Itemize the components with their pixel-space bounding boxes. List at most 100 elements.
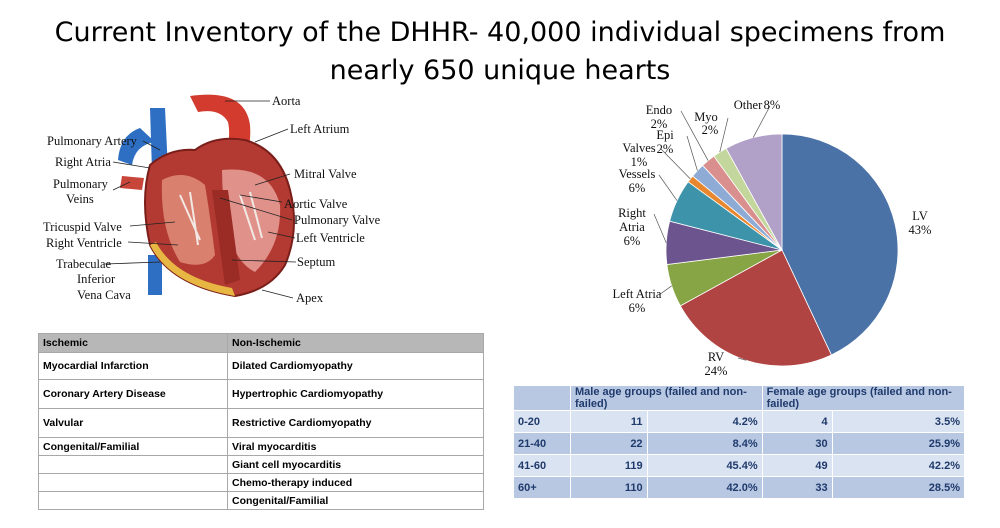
header-ischemic: Ischemic	[38, 333, 228, 353]
pie-label-rv: RV 24%	[705, 350, 728, 378]
pie-label-vessels: Vessels 6%	[619, 167, 656, 195]
table-cell: Giant cell myocarditis	[227, 455, 484, 474]
table-cell: Dilated Cardiomyopathy	[227, 352, 484, 380]
female-count: 49	[761, 454, 833, 477]
table-cell: Coronary Artery Disease	[38, 379, 228, 409]
table-row: Chemo-therapy induced	[38, 473, 484, 492]
table-cell: Congenital/Familial	[38, 437, 228, 456]
pie-label-epi: Epi 2%	[656, 128, 674, 156]
age-range: 41-60	[513, 454, 571, 477]
pie-slice-other	[725, 133, 783, 251]
female-percent: 25.9%	[831, 432, 966, 455]
male-count: 110	[570, 476, 648, 499]
header-female-age-groups: Female age groups (failed and non-failed…	[761, 385, 966, 411]
valve-strands	[179, 191, 263, 246]
pie-label-lv: LV 43%	[909, 209, 932, 237]
label-trabeculae: Trabeculae	[56, 257, 112, 271]
categories-table-header: Ischemic Non-Ischemic	[38, 333, 484, 353]
label-left-ventricle: Left Ventricle	[296, 231, 365, 245]
label-aortic-valve: Aortic Valve	[284, 197, 348, 211]
pie-leader-line	[752, 105, 771, 138]
pie-slice-lv	[781, 133, 899, 356]
label-apex: Apex	[296, 291, 324, 305]
table-row: 0-20 11 4.2% 4 3.5%	[513, 410, 966, 433]
pie-leader-line	[658, 174, 678, 201]
pie-chart: LV 43% RV 24% Left Atria 6% Right Atria 6% Vessel…	[613, 98, 932, 378]
pie-labels: LV 43% RV 24% Left Atria 6% Right Atria 6% Vessel…	[613, 98, 932, 378]
header-blank	[513, 385, 571, 411]
label-vena-cava: Vena Cava	[77, 288, 131, 302]
table-cell	[38, 455, 228, 474]
pie-label-endo: Endo 2%	[646, 103, 672, 131]
table-row: Myocardial Infarction Dilated Cardiomyop…	[38, 352, 484, 380]
table-cell: Valvular	[38, 408, 228, 438]
male-count: 22	[570, 432, 648, 455]
age-table-header: Male age groups (failed and non-failed) …	[513, 385, 966, 411]
right-chamber	[161, 175, 215, 265]
inferior-vena-cava	[148, 255, 162, 295]
female-percent: 42.2%	[831, 454, 966, 477]
left-chamber	[222, 169, 281, 272]
pie-leader-line	[737, 357, 747, 361]
header-non-ischemic: Non-Ischemic	[227, 333, 484, 353]
table-cell: Restrictive Cardiomyopathy	[227, 408, 484, 438]
label-right-ventricle: Right Ventricle	[46, 236, 122, 250]
label-aorta: Aorta	[272, 94, 301, 108]
label-pulmonary: Pulmonary	[53, 177, 109, 191]
pie-label-left-atria: Left Atria 6%	[613, 287, 662, 315]
table-cell: Myocardial Infarction	[38, 352, 228, 380]
age-range: 60+	[513, 476, 571, 499]
label-pulmonary-valve: Pulmonary Valve	[294, 213, 380, 227]
female-count: 4	[761, 410, 833, 433]
pie-leader-line	[658, 285, 672, 296]
table-cell: Chemo-therapy induced	[227, 473, 484, 492]
female-count: 33	[761, 476, 833, 499]
label-left-atrium: Left Atrium	[290, 122, 350, 136]
male-percent: 42.0%	[646, 476, 763, 499]
table-row: Valvular Restrictive Cardiomyopathy	[38, 408, 484, 438]
female-percent: 3.5%	[831, 410, 966, 433]
male-count: 11	[570, 410, 648, 433]
label-septum: Septum	[297, 255, 335, 269]
pie-label-other: Other8%	[734, 98, 781, 112]
fat-layer	[150, 242, 235, 296]
table-row: 21-40 22 8.4% 30 25.9%	[513, 432, 966, 455]
pie-label-right-atria: Right Atria 6%	[618, 206, 646, 248]
table-row: Coronary Artery Disease Hypertrophic Car…	[38, 379, 484, 409]
pie-leader-line	[680, 110, 709, 161]
pie-leader-line	[653, 213, 667, 243]
table-row: 41-60 119 45.4% 49 42.2%	[513, 454, 966, 477]
table-cell: Hypertrophic Cardiomyopathy	[227, 379, 484, 409]
label-right-atria: Right Atria	[55, 155, 111, 169]
header-male-age-groups: Male age groups (failed and non-failed)	[570, 385, 763, 411]
pie-label-valves: Valves 1%	[622, 141, 655, 169]
table-cell	[38, 473, 228, 492]
label-inferior: Inferior	[77, 272, 116, 286]
male-percent: 8.4%	[646, 432, 763, 455]
pie-leader-line	[660, 148, 691, 180]
title-line-2: nearly 650 unique hearts	[329, 55, 671, 86]
female-count: 30	[761, 432, 833, 455]
table-row: Giant cell myocarditis	[38, 455, 484, 474]
title-line-1: Current Inventory of the DHHR- 40,000 in…	[54, 17, 946, 48]
categories-table: Ischemic Non-Ischemic Myocardial Infarct…	[38, 333, 484, 510]
page-title: Current Inventory of the DHHR- 40,000 in…	[0, 14, 1000, 90]
label-mitral-valve: Mitral Valve	[294, 167, 357, 181]
pulmonary-veins	[120, 176, 144, 190]
table-cell: Congenital/Familial	[227, 491, 484, 510]
table-cell: Viral myocarditis	[227, 437, 484, 456]
pie-label-myo: Myo 2%	[694, 110, 718, 137]
female-percent: 28.5%	[831, 476, 966, 499]
pie-slices	[665, 133, 899, 367]
age-groups-table: Male age groups (failed and non-failed) …	[513, 385, 966, 499]
table-row: Congenital/Familial Viral myocarditis	[38, 437, 484, 456]
male-count: 119	[570, 454, 648, 477]
heart-diagram: Aorta Left Atrium Pulmonary Artery Right…	[43, 94, 380, 305]
age-range: 21-40	[513, 432, 571, 455]
age-range: 0-20	[513, 410, 571, 433]
leader-lines	[104, 100, 297, 299]
label-pulmonary-artery: Pulmonary Artery	[47, 134, 138, 148]
table-cell	[38, 491, 228, 510]
pulmonary-artery-vessel	[118, 128, 155, 165]
pie-leader-line	[719, 117, 729, 153]
